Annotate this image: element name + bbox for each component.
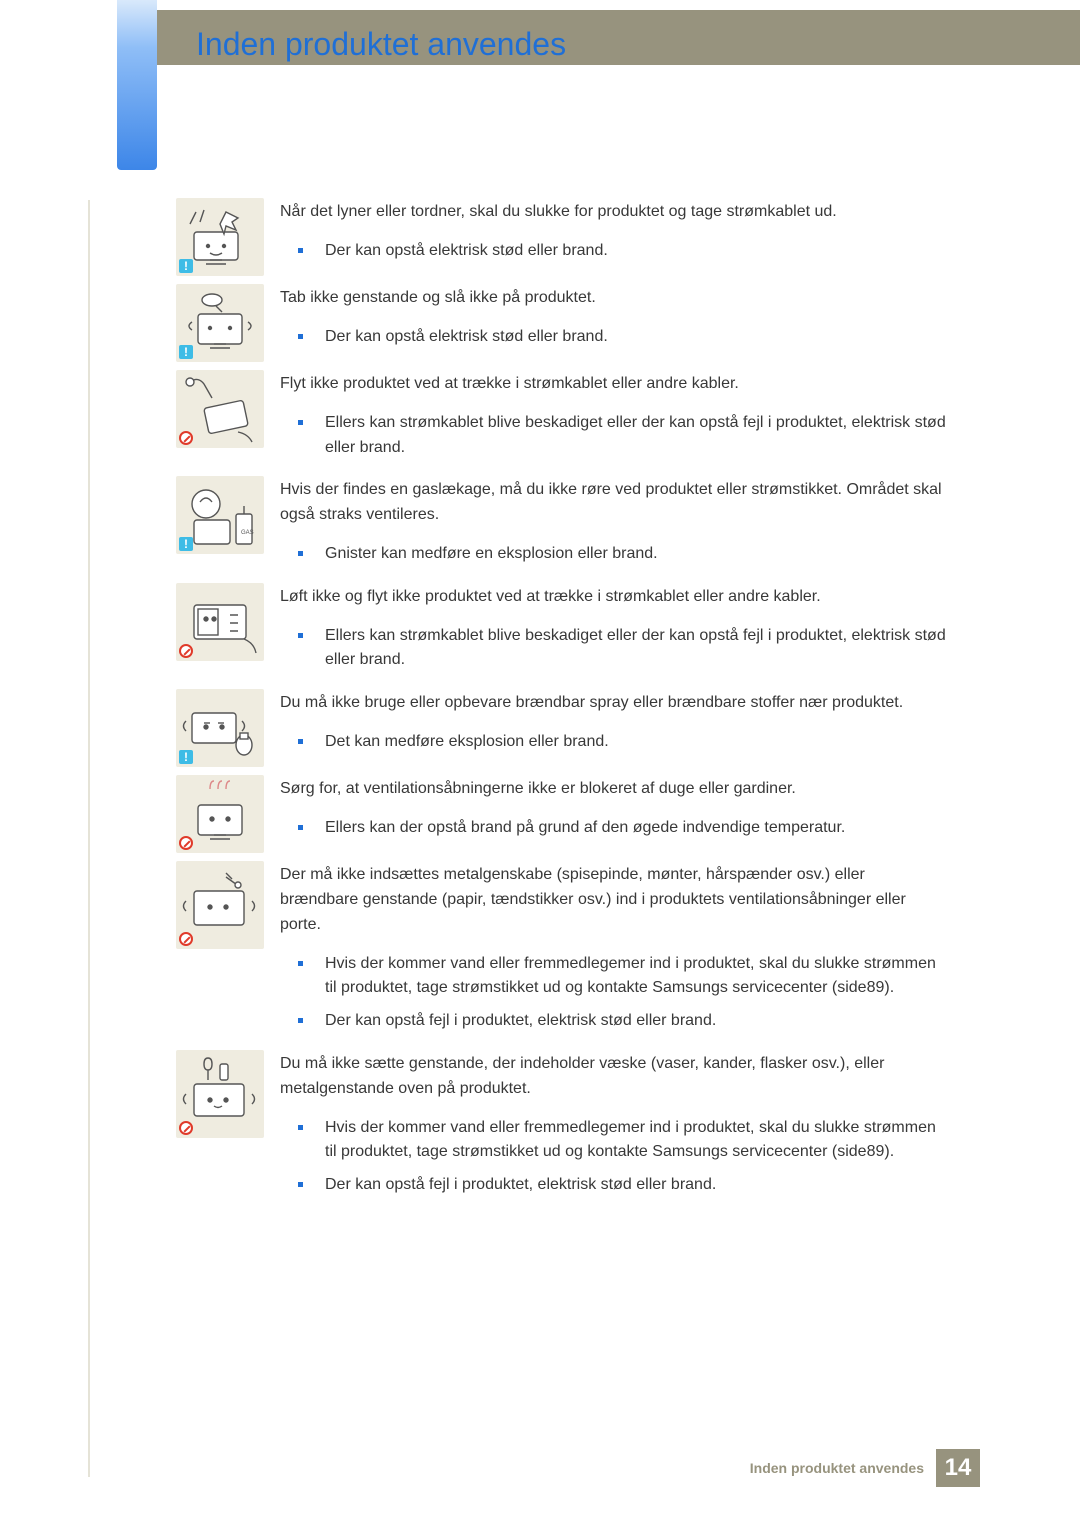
- safety-block: Når det lyner eller tordner, skal du slu…: [176, 198, 946, 276]
- bullet-dot: [298, 739, 303, 744]
- left-rule: [88, 200, 90, 1477]
- bullet-dot: [298, 248, 303, 253]
- warning-icon: [179, 537, 193, 551]
- bullet-text: Der kan opstå elektrisk stød eller brand…: [325, 239, 946, 264]
- bullet-text: Der kan opstå fejl i produktet, elektris…: [325, 1009, 946, 1034]
- page-number: 14: [936, 1449, 980, 1487]
- illustration-thumb: [176, 775, 264, 853]
- illustration-thumb: [176, 370, 264, 448]
- safety-text: Løft ikke og flyt ikke produktet ved at …: [280, 583, 946, 681]
- bullet-text: Gnister kan medføre en eksplosion eller …: [325, 542, 946, 567]
- safety-block: GAS Hvis der findes en gaslækage, må du …: [176, 476, 946, 574]
- warning-icon: [179, 750, 193, 764]
- bullet-dot: [298, 420, 303, 425]
- bullet-item: Gnister kan medføre en eksplosion eller …: [298, 542, 946, 567]
- safety-block: Sørg for, at ventilationsåbningerne ikke…: [176, 775, 946, 853]
- bullet-text: Der kan opstå elektrisk stød eller brand…: [325, 325, 946, 350]
- bullet-item: Der kan opstå fejl i produktet, elektris…: [298, 1173, 946, 1198]
- bullet-dot: [298, 1018, 303, 1023]
- safety-block: Du må ikke sætte genstande, der indehold…: [176, 1050, 946, 1206]
- page-title: Inden produktet anvendes: [196, 26, 566, 63]
- illustration-thumb: [176, 689, 264, 767]
- safety-heading: Flyt ikke produktet ved at trække i strø…: [280, 372, 946, 397]
- bullet-dot: [298, 633, 303, 638]
- safety-heading: Sørg for, at ventilationsåbningerne ikke…: [280, 777, 946, 802]
- illustration-thumb: [176, 583, 264, 661]
- bullet-item: Der kan opstå elektrisk stød eller brand…: [298, 239, 946, 264]
- safety-text: Der må ikke indsættes metalgenskabe (spi…: [280, 861, 946, 1042]
- safety-heading: Hvis der findes en gaslækage, må du ikke…: [280, 478, 946, 528]
- bullet-text: Der kan opstå fejl i produktet, elektris…: [325, 1173, 946, 1198]
- safety-text: Flyt ikke produktet ved at trække i strø…: [280, 370, 946, 468]
- bullet-dot: [298, 961, 303, 966]
- safety-text: Hvis der findes en gaslækage, må du ikke…: [280, 476, 946, 574]
- bullet-text: Det kan medføre eksplosion eller brand.: [325, 730, 946, 755]
- bullet-item: Hvis der kommer vand eller fremmedlegeme…: [298, 952, 946, 1002]
- warning-icon: [179, 345, 193, 359]
- safety-text: Tab ikke genstande og slå ikke på produk…: [280, 284, 946, 362]
- bullet-dot: [298, 1125, 303, 1130]
- prohibit-icon: [179, 431, 193, 445]
- safety-block: Løft ikke og flyt ikke produktet ved at …: [176, 583, 946, 681]
- safety-heading: Du må ikke sætte genstande, der indehold…: [280, 1052, 946, 1102]
- safety-heading: Tab ikke genstande og slå ikke på produk…: [280, 286, 946, 311]
- safety-block: Der må ikke indsættes metalgenskabe (spi…: [176, 861, 946, 1042]
- content-area: Når det lyner eller tordner, skal du slu…: [176, 198, 946, 1214]
- safety-text: Du må ikke sætte genstande, der indehold…: [280, 1050, 946, 1206]
- svg-text:GAS: GAS: [241, 530, 254, 536]
- safety-heading: Du må ikke bruge eller opbevare brændbar…: [280, 691, 946, 716]
- illustration-thumb: [176, 284, 264, 362]
- safety-heading: Når det lyner eller tordner, skal du slu…: [280, 200, 946, 225]
- safety-heading: Der må ikke indsættes metalgenskabe (spi…: [280, 863, 946, 937]
- safety-block: Du må ikke bruge eller opbevare brændbar…: [176, 689, 946, 767]
- bullet-text: Hvis der kommer vand eller fremmedlegeme…: [325, 1116, 946, 1166]
- side-accent-bar: [117, 0, 157, 170]
- illustration-thumb: [176, 1050, 264, 1138]
- bullet-item: Der kan opstå fejl i produktet, elektris…: [298, 1009, 946, 1034]
- bullet-text: Ellers kan strømkablet blive beskadiget …: [325, 411, 946, 461]
- bullet-dot: [298, 825, 303, 830]
- bullet-item: Hvis der kommer vand eller fremmedlegeme…: [298, 1116, 946, 1166]
- bullet-text: Ellers kan der opstå brand på grund af d…: [325, 816, 946, 841]
- illustration-thumb: [176, 198, 264, 276]
- bullet-dot: [298, 551, 303, 556]
- bullet-item: Det kan medføre eksplosion eller brand.: [298, 730, 946, 755]
- prohibit-icon: [179, 644, 193, 658]
- bullet-dot: [298, 1182, 303, 1187]
- safety-heading: Løft ikke og flyt ikke produktet ved at …: [280, 585, 946, 610]
- warning-icon: [179, 259, 193, 273]
- page-footer: Inden produktet anvendes 14: [750, 1449, 980, 1487]
- prohibit-icon: [179, 1121, 193, 1135]
- safety-text: Sørg for, at ventilationsåbningerne ikke…: [280, 775, 946, 853]
- footer-section-label: Inden produktet anvendes: [750, 1460, 924, 1476]
- safety-block: Flyt ikke produktet ved at trække i strø…: [176, 370, 946, 468]
- bullet-text: Ellers kan strømkablet blive beskadiget …: [325, 624, 946, 674]
- bullet-item: Ellers kan strømkablet blive beskadiget …: [298, 411, 946, 461]
- bullet-dot: [298, 334, 303, 339]
- illustration-thumb: GAS: [176, 476, 264, 554]
- bullet-text: Hvis der kommer vand eller fremmedlegeme…: [325, 952, 946, 1002]
- safety-text: Du må ikke bruge eller opbevare brændbar…: [280, 689, 946, 767]
- illustration-thumb: [176, 861, 264, 949]
- bullet-item: Der kan opstå elektrisk stød eller brand…: [298, 325, 946, 350]
- bullet-item: Ellers kan der opstå brand på grund af d…: [298, 816, 946, 841]
- safety-block: Tab ikke genstande og slå ikke på produk…: [176, 284, 946, 362]
- safety-text: Når det lyner eller tordner, skal du slu…: [280, 198, 946, 276]
- bullet-item: Ellers kan strømkablet blive beskadiget …: [298, 624, 946, 674]
